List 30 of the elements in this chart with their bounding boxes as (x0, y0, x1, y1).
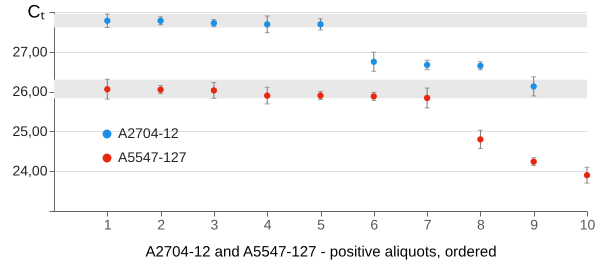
x-axis-title: A2704-12 and A5547-127 - positive aliquots, ordered (145, 244, 497, 260)
y-tick-label: 24,00 (12, 162, 48, 179)
y-tick-label: 26,00 (12, 83, 48, 100)
x-tick-label: 7 (424, 216, 432, 232)
point (264, 21, 270, 28)
x-tick-label: 5 (317, 216, 326, 232)
point (584, 172, 590, 178)
y-tick-label: 25,00 (12, 122, 48, 139)
legend-label: A5547-127 (118, 149, 187, 165)
x-tick-label: 9 (530, 216, 538, 232)
point (104, 18, 110, 24)
x-tick-label: 4 (264, 216, 272, 232)
x-tick-label: 2 (157, 216, 166, 232)
y-tick-label: 27,00 (12, 43, 48, 60)
point (264, 92, 270, 99)
x-tick-label: 6 (370, 216, 378, 232)
x-tick-label: 8 (477, 216, 485, 232)
x-tick-label: 1 (104, 216, 112, 232)
x-tick-label: 3 (210, 216, 218, 232)
point (424, 94, 430, 102)
x-tick-label: 10 (580, 216, 596, 232)
y-axis-title: Cₜ (28, 2, 44, 22)
point (477, 136, 484, 143)
point (317, 21, 324, 28)
point (370, 58, 377, 65)
point (210, 87, 218, 94)
point (530, 83, 537, 90)
point (424, 62, 430, 68)
legend-label: A2704-12 (118, 125, 179, 141)
point (104, 86, 110, 92)
